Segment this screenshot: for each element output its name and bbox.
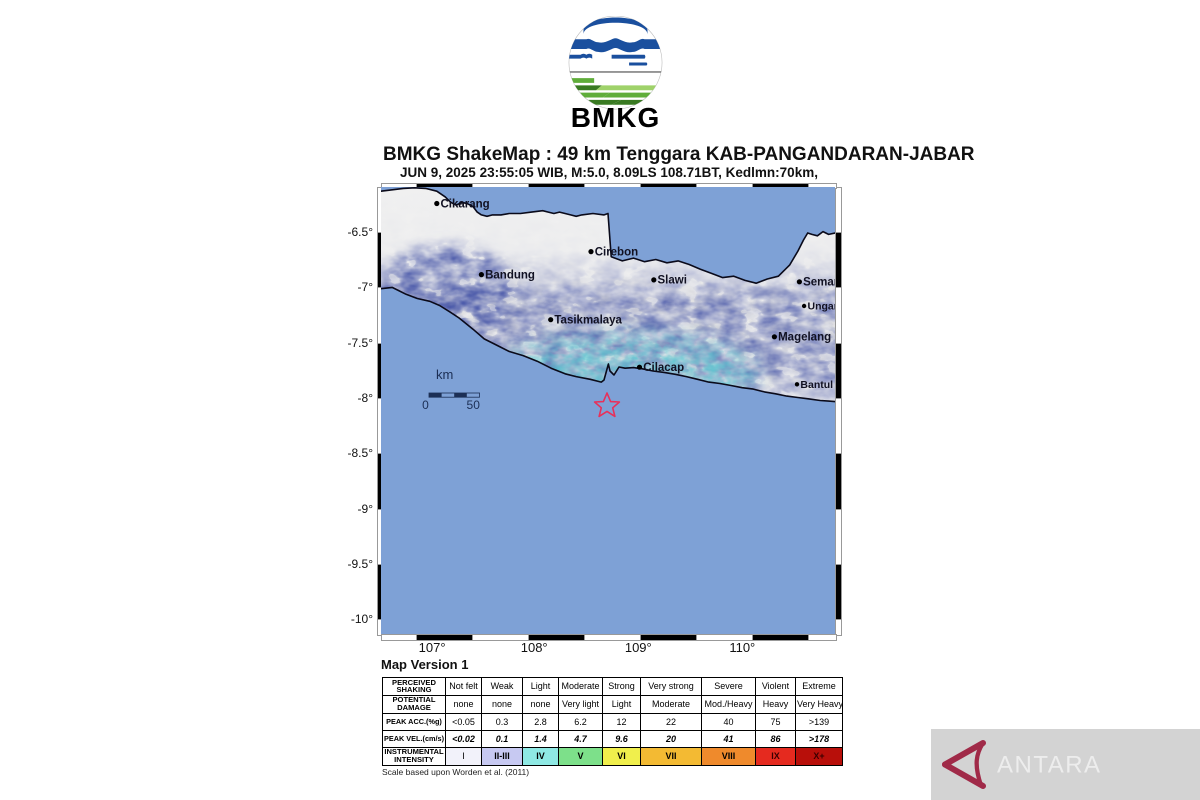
- svg-text:Cilacap: Cilacap: [643, 362, 684, 374]
- svg-text:Semarang: Semarang: [803, 277, 835, 289]
- svg-text:km: km: [436, 367, 453, 382]
- svg-text:Tasikmalaya: Tasikmalaya: [554, 315, 622, 327]
- svg-text:Cirebon: Cirebon: [595, 246, 638, 258]
- svg-text:Ungaran: Ungaran: [808, 301, 836, 313]
- svg-text:Cikarang: Cikarang: [441, 198, 490, 210]
- svg-text:Bandung: Bandung: [485, 269, 535, 281]
- svg-text:0: 0: [422, 398, 429, 412]
- svg-text:50: 50: [467, 398, 481, 412]
- svg-text:Slawi: Slawi: [658, 275, 687, 287]
- svg-text:Magelang: Magelang: [778, 332, 831, 344]
- svg-text:Bantul: Bantul: [800, 379, 833, 391]
- svg-text:ANTARA: ANTARA: [997, 752, 1102, 779]
